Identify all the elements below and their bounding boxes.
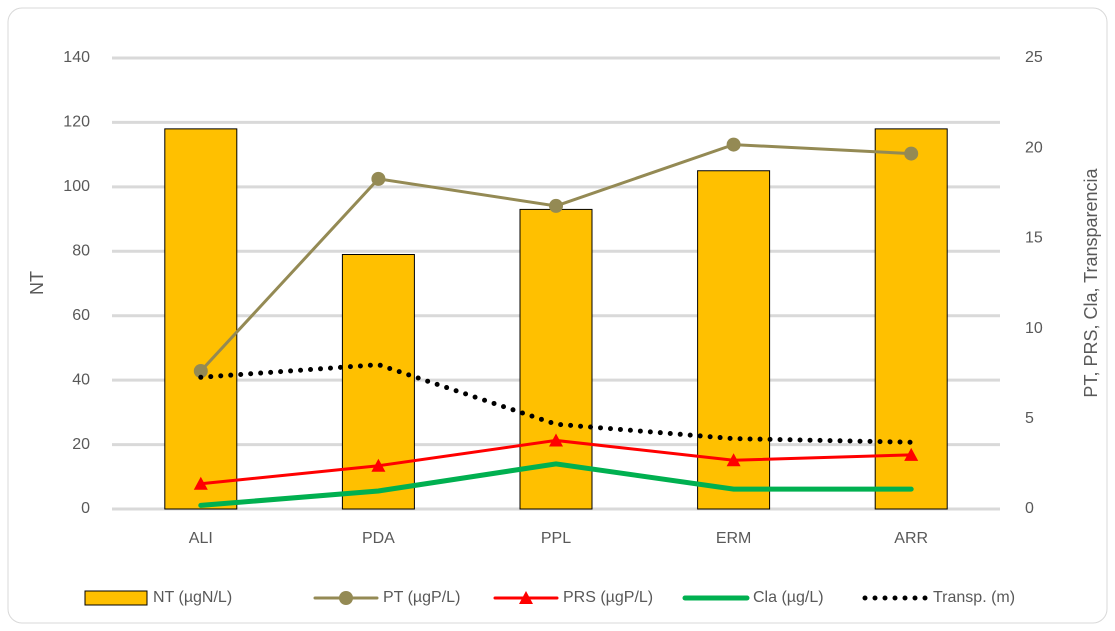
point (904, 447, 919, 461)
y2-tick-label: 20 (1025, 139, 1043, 156)
point (726, 453, 741, 467)
y-tick-label: 20 (72, 436, 90, 453)
x-tick-label: ARR (894, 530, 928, 547)
legend-label: PRS (µgP/L) (563, 589, 653, 606)
legend-swatch (84, 590, 148, 606)
y2-tick-label: 0 (1025, 500, 1034, 517)
point (371, 171, 386, 186)
point (371, 458, 386, 472)
y-tick-label: 60 (72, 307, 90, 324)
line (198, 461, 914, 508)
y-tick-label: 40 (72, 371, 90, 388)
bar (697, 170, 771, 510)
point (726, 137, 741, 152)
point (549, 433, 563, 447)
legend-label: Cla (µg/L) (753, 589, 824, 606)
y-tick-label: 0 (81, 500, 90, 517)
y2-axis-label: PT, PRS, Cla, Transparencia (1081, 167, 1101, 397)
x-tick-label: PPL (541, 530, 571, 547)
bar (519, 208, 593, 510)
legend-label: NT (µgN/L) (153, 589, 232, 606)
y-tick-label: 140 (63, 49, 90, 66)
point (549, 198, 563, 213)
point (193, 476, 208, 490)
y2-tick-label: 15 (1025, 230, 1043, 247)
y2-tick-label: 5 (1025, 410, 1034, 427)
legend-label: Transp. (m) (933, 589, 1015, 606)
bar (164, 128, 238, 510)
legend-label: PT (µgP/L) (383, 589, 460, 606)
y2-tick-label: 25 (1025, 49, 1043, 66)
x-tick-label: PDA (362, 530, 395, 547)
y-tick-label: 100 (63, 178, 90, 195)
x-tick-label: ALI (189, 530, 213, 547)
legend-marker (339, 591, 353, 605)
y-tick-label: 80 (72, 243, 90, 260)
y2-tick-label: 10 (1025, 320, 1043, 337)
point (193, 363, 208, 378)
line (198, 362, 914, 445)
x-tick-label: ERM (716, 530, 752, 547)
y-axis-label: NT (27, 271, 47, 295)
y-tick-label: 120 (63, 114, 90, 131)
legend-marker (519, 591, 533, 604)
bar (874, 128, 948, 510)
point (904, 146, 919, 161)
